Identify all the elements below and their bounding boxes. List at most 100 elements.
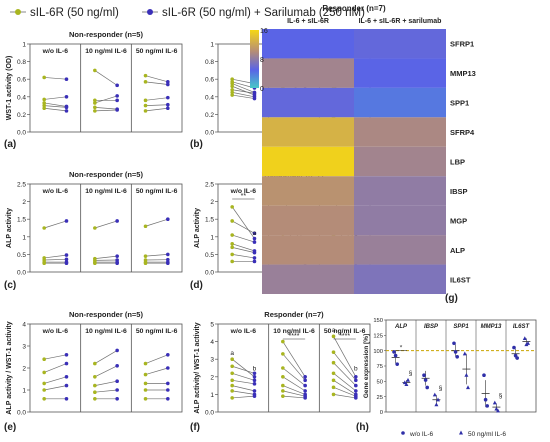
sarilumab-point [303,389,307,393]
heatmap-cell [262,87,354,118]
control-point [42,106,46,111]
y-tick-label: 1.5 [205,217,214,224]
sarilumab-point [354,396,358,400]
pair-line [232,379,255,385]
y-tick-label: 75 [377,364,383,370]
legend-marker-control [15,9,21,15]
panel-c-frame [29,183,183,273]
point-50-il6 [466,385,470,390]
heatmap-cell [354,264,446,294]
panel-f-ylabel: ALP activity/ WST-1 activity [194,322,201,413]
control-point [143,103,148,108]
sarilumab-point [115,219,119,223]
control-point [93,375,97,379]
heatmap-cell [354,29,446,59]
point-50-il6 [432,392,437,397]
heatmap-row-label: IBSP [450,187,468,196]
legend-point-wo-il6 [401,431,405,435]
y-tick-label: 0.8 [17,59,26,66]
sarilumab-point [115,254,119,258]
y-tick-label: 0.0 [205,130,214,137]
point-50-il6 [492,400,497,405]
gene-label: MMP13 [481,324,502,330]
control-point [230,259,234,264]
sarilumab-point [115,94,119,98]
heatmap-column-label: IL-6 + sIL-6R + sarilumab [359,18,442,25]
y-tick-label: 2 [22,199,26,206]
control-point [230,364,234,369]
heatmap-row-label: LBP [450,158,465,167]
control-point [42,261,46,266]
gene-label: IBSP [424,324,439,330]
sarilumab-point [252,96,257,101]
sarilumab-point [166,257,170,262]
significance-letter: a [230,350,234,357]
control-point [230,81,234,86]
control-point [143,98,148,103]
pair-line [333,373,357,392]
point-50-il6 [404,382,409,386]
sarilumab-point [64,261,69,266]
control-point [230,371,234,376]
y-tick-label: 5 [210,322,214,329]
pair-line [44,102,67,107]
pair-line [282,385,306,395]
control-point [143,388,148,392]
pair-line [333,387,356,397]
control-point [93,397,97,401]
sarilumab-point [115,98,119,103]
significance-letter: b [253,366,257,373]
sarilumab-point [64,257,69,262]
control-point [42,357,46,362]
point-50-il6 [402,380,407,385]
y-tick-label: 0.0 [205,410,214,417]
control-point [230,87,234,92]
panel-letter-c: (c) [4,280,16,291]
control-point [93,261,97,266]
pair-line [94,365,118,378]
heatmap-row-label: SFRP4 [450,128,475,137]
heatmap-cell [354,87,446,118]
sarilumab-point [115,108,119,112]
sarilumab-point [252,382,257,386]
gene-label: IL6ST [513,324,531,330]
y-tick-label: 4 [210,339,214,346]
legend-point-50-il6 [459,430,463,435]
pair-line [231,206,255,239]
pair-line [94,107,118,110]
panel-letter-d: (d) [190,280,203,291]
pair-line [145,107,168,112]
y-tick-label: 0.2 [205,112,214,119]
legend-marker-sarilumab [147,9,153,15]
y-tick-label: 2 [210,374,214,381]
control-point [230,84,234,89]
pair-line [94,389,118,393]
pair-line [44,354,67,360]
control-point [230,90,234,95]
y-tick-label: 0.5 [17,252,26,259]
pair-line [232,372,255,381]
y-tick-label: 1 [210,392,214,399]
control-point [42,388,46,392]
group-label: w/o IL-6 [230,188,257,195]
group-label: 50 ng/ml IL-6 [136,48,178,55]
sarilumab-point [252,389,257,393]
heatmap-cell [354,205,446,236]
sarilumab-point [354,375,358,379]
sarilumab-point [166,80,170,84]
y-tick-label: 1 [22,234,26,241]
sarilumab-point [166,102,170,107]
point-wo-il6 [485,404,490,408]
y-tick-label: 50 [377,380,383,386]
heatmap-cell [262,176,354,206]
gene-label: SPP1 [453,324,469,330]
control-point [230,245,234,250]
control-point [143,261,148,266]
pair-line [94,380,118,386]
sarilumab-point [252,250,257,255]
control-point [93,383,97,388]
point-50-il6 [434,402,439,407]
sarilumab-point [252,256,257,260]
panel-e-ylabel: ALP activity / WST-1 activity [6,321,13,414]
